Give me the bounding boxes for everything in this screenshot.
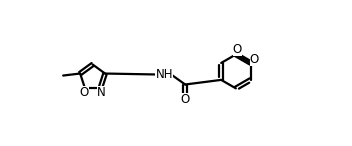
Text: O: O	[233, 43, 242, 56]
Text: O: O	[80, 86, 89, 99]
Text: N: N	[97, 86, 106, 99]
Text: O: O	[181, 93, 190, 106]
Text: NH: NH	[156, 68, 173, 81]
Text: O: O	[250, 53, 259, 66]
